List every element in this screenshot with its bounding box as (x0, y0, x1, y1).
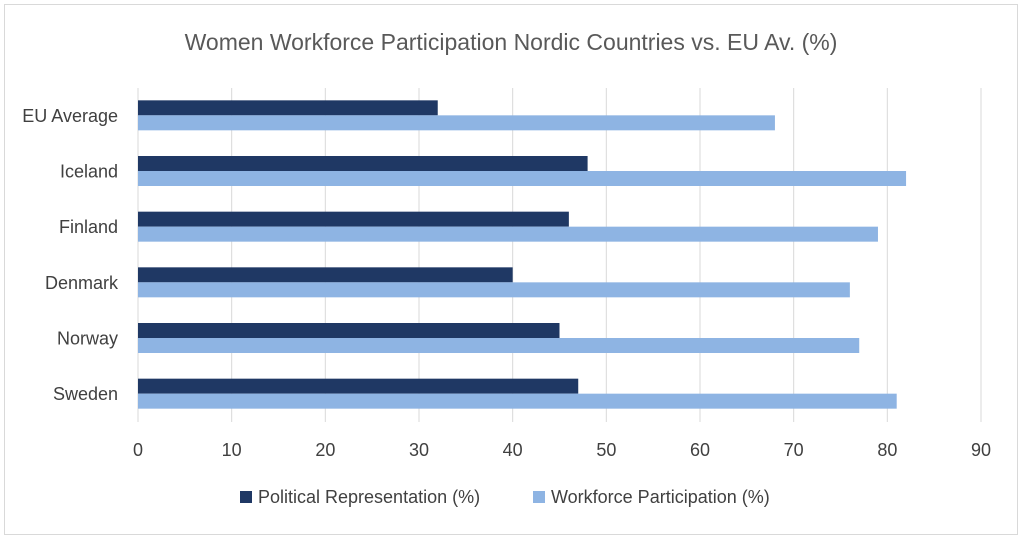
bar-workforce-eu-average (138, 115, 775, 131)
legend: Political Representation (%) Workforce Pa… (240, 487, 770, 507)
x-tick-label: 30 (409, 440, 429, 460)
category-label: EU Average (22, 106, 118, 126)
bar-political-eu-average (138, 100, 438, 116)
legend-swatch-political (240, 491, 252, 503)
bar-workforce-sweden (138, 393, 897, 409)
bar-workforce-finland (138, 226, 878, 242)
bars (138, 100, 907, 409)
bar-political-norway (138, 323, 560, 338)
category-label: Denmark (45, 273, 119, 293)
category-labels: EU Average Iceland Finland Denmark Norway Swe… (22, 106, 119, 404)
x-tick-label: 80 (877, 440, 897, 460)
bar-workforce-denmark (138, 282, 850, 298)
bar-political-sweden (138, 378, 579, 394)
x-tick-label: 50 (596, 440, 616, 460)
category-label: Sweden (53, 384, 118, 404)
bar-workforce-norway (138, 338, 860, 353)
x-tick-label: 0 (133, 440, 143, 460)
bar-political-iceland (138, 156, 588, 171)
x-tick-label: 90 (971, 440, 991, 460)
x-tick-label: 10 (222, 440, 242, 460)
category-label: Norway (57, 329, 118, 349)
chart-title: Women Workforce Participation Nordic Cou… (185, 29, 838, 55)
x-tick-label: 40 (503, 440, 523, 460)
x-tick-labels: 0 10 20 30 40 50 60 70 80 90 (133, 440, 991, 460)
bar-political-finland (138, 211, 569, 227)
bar-workforce-iceland (138, 171, 907, 186)
legend-label-political: Political Representation (%) (258, 487, 480, 507)
bar-political-denmark (138, 267, 513, 283)
x-tick-label: 70 (784, 440, 804, 460)
gridlines (137, 88, 982, 422)
category-label: Finland (59, 217, 118, 237)
category-label: Iceland (60, 162, 118, 182)
legend-label-workforce: Workforce Participation (%) (551, 487, 770, 507)
legend-swatch-workforce (533, 491, 545, 503)
x-tick-label: 20 (315, 440, 335, 460)
x-tick-label: 60 (690, 440, 710, 460)
